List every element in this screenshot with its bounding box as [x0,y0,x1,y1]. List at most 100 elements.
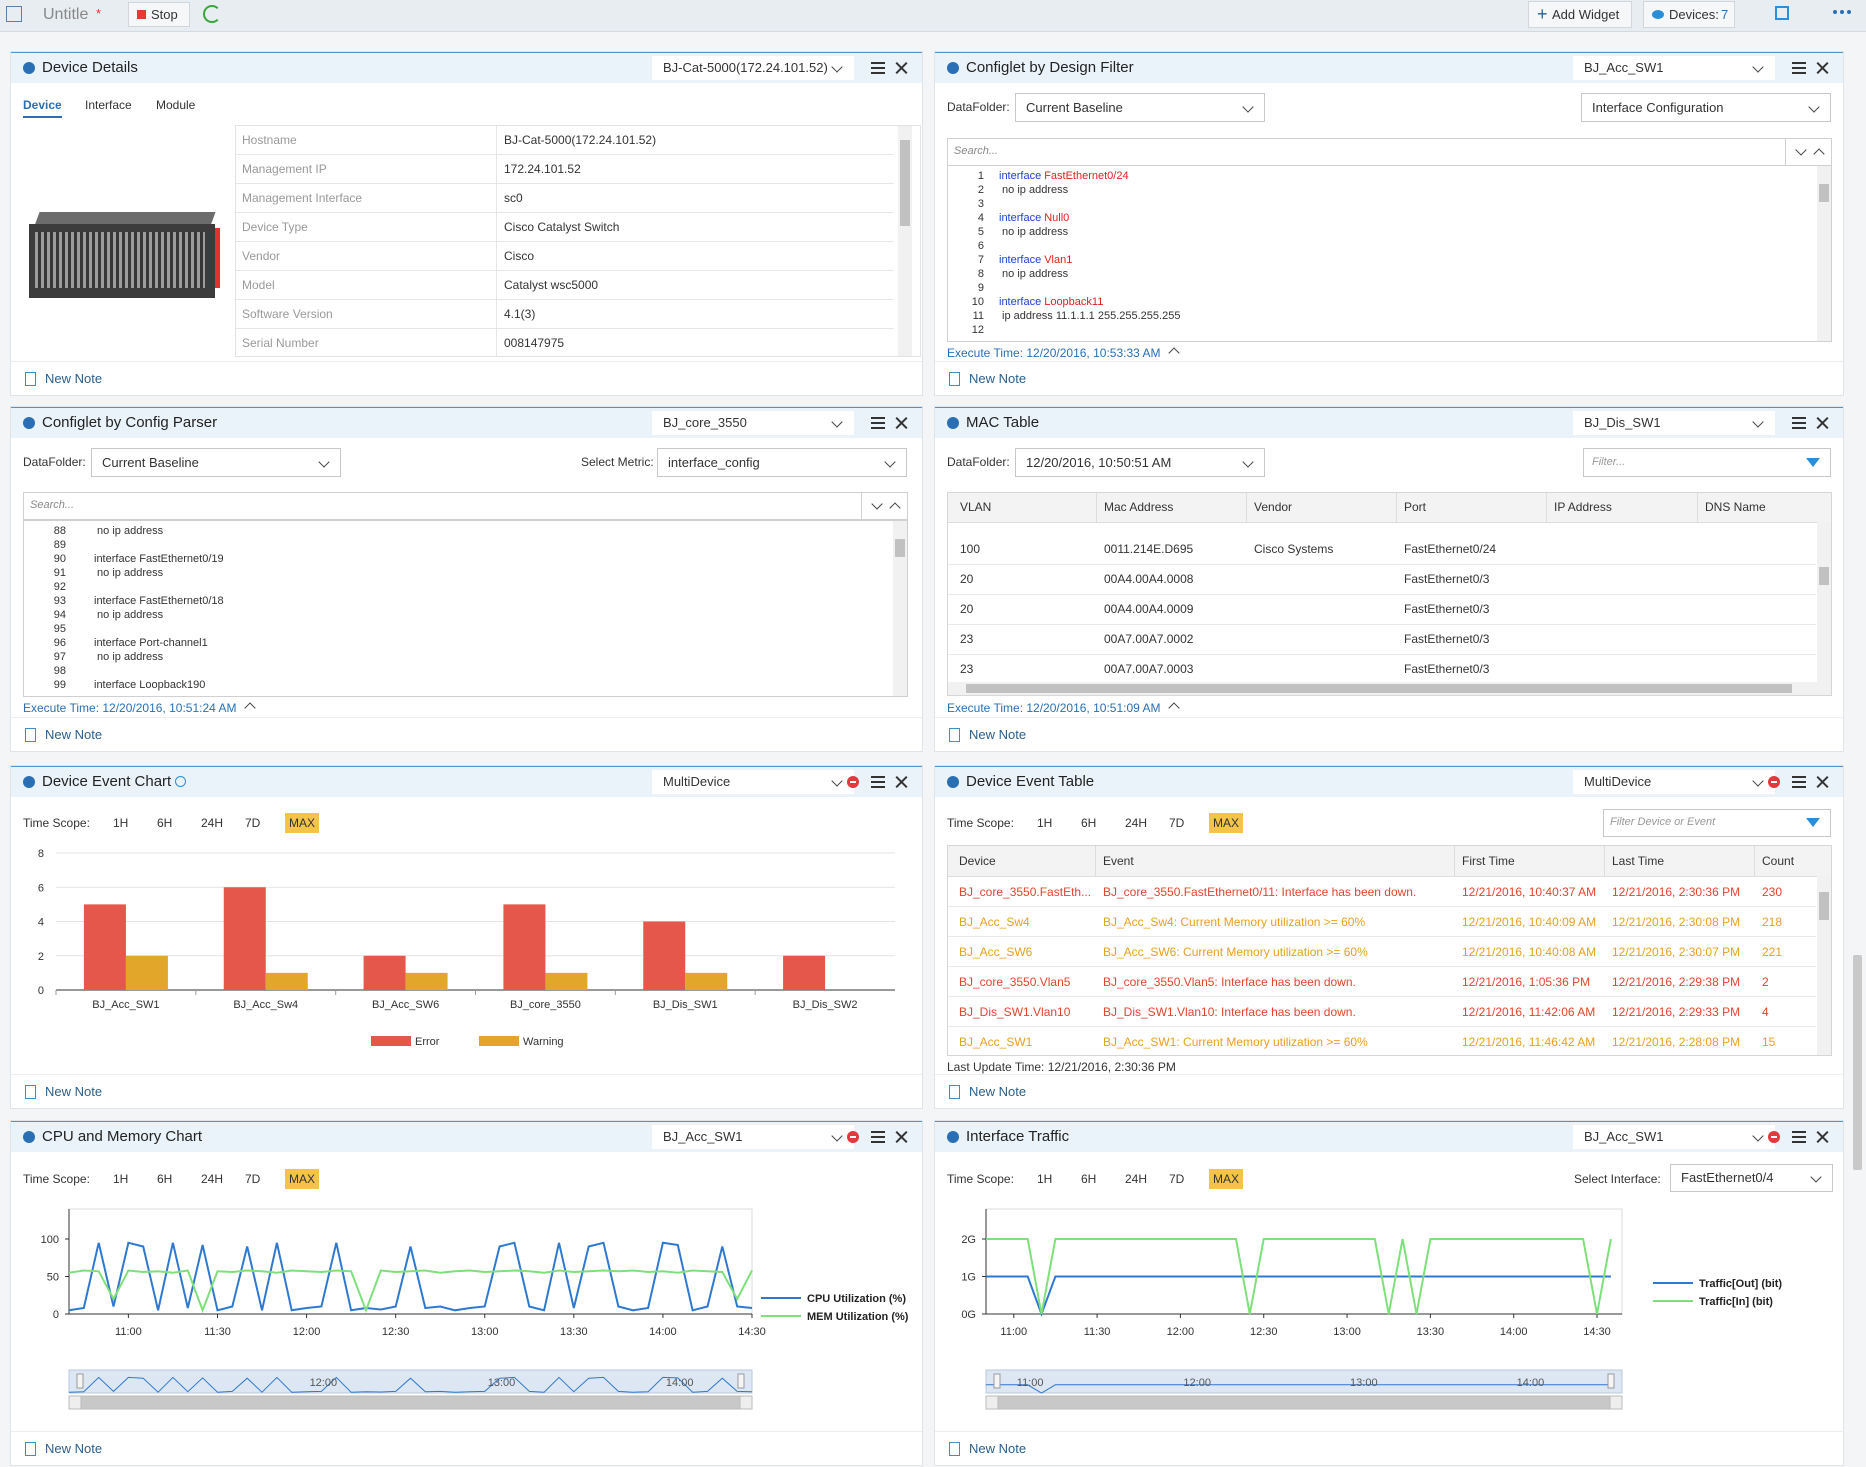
time-scope-option[interactable]: 6H [153,1169,176,1189]
time-scope-option[interactable]: MAX [1209,813,1243,833]
time-scope-option[interactable]: MAX [1209,1169,1243,1189]
h-scrollbar-thumb[interactable] [966,684,1792,693]
time-scope-option[interactable]: 7D [241,1169,264,1189]
menu-icon[interactable] [871,422,885,424]
chevron[interactable] [1808,101,1819,112]
new-note[interactable]: New Note [45,371,102,386]
devices-button[interactable]: Devices:7 [1643,1,1735,28]
device-selector[interactable]: BJ-Cat-5000(172.24.101.52) [652,56,854,80]
scrollbar-thumb[interactable] [1819,892,1829,920]
chevron[interactable] [318,456,329,467]
chevron[interactable] [1810,1171,1821,1182]
navigator-handle[interactable] [77,1374,83,1388]
device-selector[interactable]: BJ_Dis_SW1 [1573,411,1775,435]
chevron[interactable] [831,775,842,786]
new-note[interactable]: New Note [45,1441,102,1456]
menu-icon[interactable] [871,67,885,69]
collapse-icon[interactable] [245,702,256,713]
time-scope-option[interactable]: 1H [109,813,132,833]
filter-box[interactable]: Filter... [1583,448,1831,477]
time-scope-option[interactable]: 1H [1033,813,1056,833]
chevron[interactable] [889,502,900,513]
chevron[interactable] [1813,148,1824,159]
new-note[interactable]: New Note [969,727,1026,742]
time-scope-option[interactable]: 24H [197,1169,227,1189]
tab[interactable]: Device [23,98,62,118]
search-box[interactable]: Search... [947,138,1832,166]
note-icon[interactable] [25,1085,36,1099]
new-note[interactable]: New Note [45,727,102,742]
chevron[interactable] [1752,775,1763,786]
remove-icon[interactable] [847,776,859,788]
menu-icon[interactable] [871,1136,885,1138]
menu-icon[interactable] [871,781,885,783]
time-scope-option[interactable]: MAX [285,813,319,833]
note-icon[interactable] [949,1442,960,1456]
device-selector[interactable]: BJ_Acc_SW1 [1573,56,1775,80]
time-scope-option[interactable]: 7D [1165,1169,1188,1189]
tab[interactable]: Interface [85,98,132,112]
scrollbar-thumb[interactable] [1819,184,1829,202]
time-scope-option[interactable]: 6H [1077,1169,1100,1189]
time-scope-option[interactable]: 7D [1165,813,1188,833]
chevron[interactable] [1752,1130,1763,1141]
time-scope-option[interactable]: 6H [1077,813,1100,833]
time-scope-option[interactable]: 1H [109,1169,132,1189]
new-note[interactable]: New Note [45,1084,102,1099]
add-widget-button[interactable]: +Add Widget [1528,1,1632,28]
datafolder-select[interactable]: 12/20/2016, 10:50:51 AM [1015,448,1265,477]
note-icon[interactable] [949,728,960,742]
metric-select[interactable]: interface_config [657,448,907,477]
note-icon[interactable] [949,1085,960,1099]
chevron[interactable] [1752,61,1763,72]
save-icon[interactable] [1775,6,1789,20]
device-selector[interactable]: BJ_core_3550 [652,411,854,435]
time-scope-option[interactable]: 7D [241,813,264,833]
new-note[interactable]: New Note [969,1441,1026,1456]
chevron[interactable] [871,498,882,509]
note-icon[interactable] [25,1442,36,1456]
scrollbar-thumb[interactable] [1819,567,1829,585]
remove-icon[interactable] [847,1131,859,1143]
more-menu[interactable] [1833,10,1855,16]
new-note[interactable]: New Note [969,371,1026,386]
time-scope-option[interactable]: 24H [1121,1169,1151,1189]
chevron[interactable] [1795,144,1806,155]
time-scope-option[interactable]: MAX [285,1169,319,1189]
remove-icon[interactable] [1768,1131,1780,1143]
collapse-icon[interactable] [1169,702,1180,713]
new-note[interactable]: New Note [969,1084,1026,1099]
device-selector[interactable]: MultiDevice [1573,770,1775,794]
time-scope-option[interactable]: 1H [1033,1169,1056,1189]
datafolder-select[interactable]: Current Baseline [1015,93,1265,122]
refresh-icon[interactable] [203,5,221,23]
note-icon[interactable] [25,372,36,386]
note-icon[interactable] [949,372,960,386]
chevron[interactable] [1242,101,1253,112]
menu-icon[interactable] [1792,781,1806,783]
device-selector[interactable]: BJ_Acc_SW1 [652,1125,854,1149]
chevron[interactable] [1752,416,1763,427]
time-scope-option[interactable]: 24H [1121,813,1151,833]
chevron[interactable] [831,1130,842,1141]
navigator-handle[interactable] [994,1374,1000,1388]
menu-icon[interactable] [1792,67,1806,69]
interface-select[interactable]: FastEthernet0/4 [1670,1164,1833,1192]
chevron[interactable] [1242,456,1253,467]
remove-icon[interactable] [1768,776,1780,788]
scrollbar-thumb[interactable] [895,539,905,557]
datafolder-select[interactable]: Current Baseline [91,448,341,477]
device-selector[interactable]: MultiDevice [652,770,854,794]
stop-button[interactable]: Stop [128,2,190,27]
scrollbar-thumb[interactable] [900,140,910,226]
chevron[interactable] [884,456,895,467]
page-scrollbar[interactable] [1853,955,1862,1170]
filter-select[interactable]: Interface Configuration [1581,93,1831,122]
menu-icon[interactable] [1792,1136,1806,1138]
note-icon[interactable] [25,728,36,742]
filter-box[interactable]: Filter Device or Event [1603,809,1831,837]
chevron[interactable] [831,416,842,427]
time-scope-option[interactable]: 24H [197,813,227,833]
tab[interactable]: Module [156,98,195,112]
time-scope-option[interactable]: 6H [153,813,176,833]
